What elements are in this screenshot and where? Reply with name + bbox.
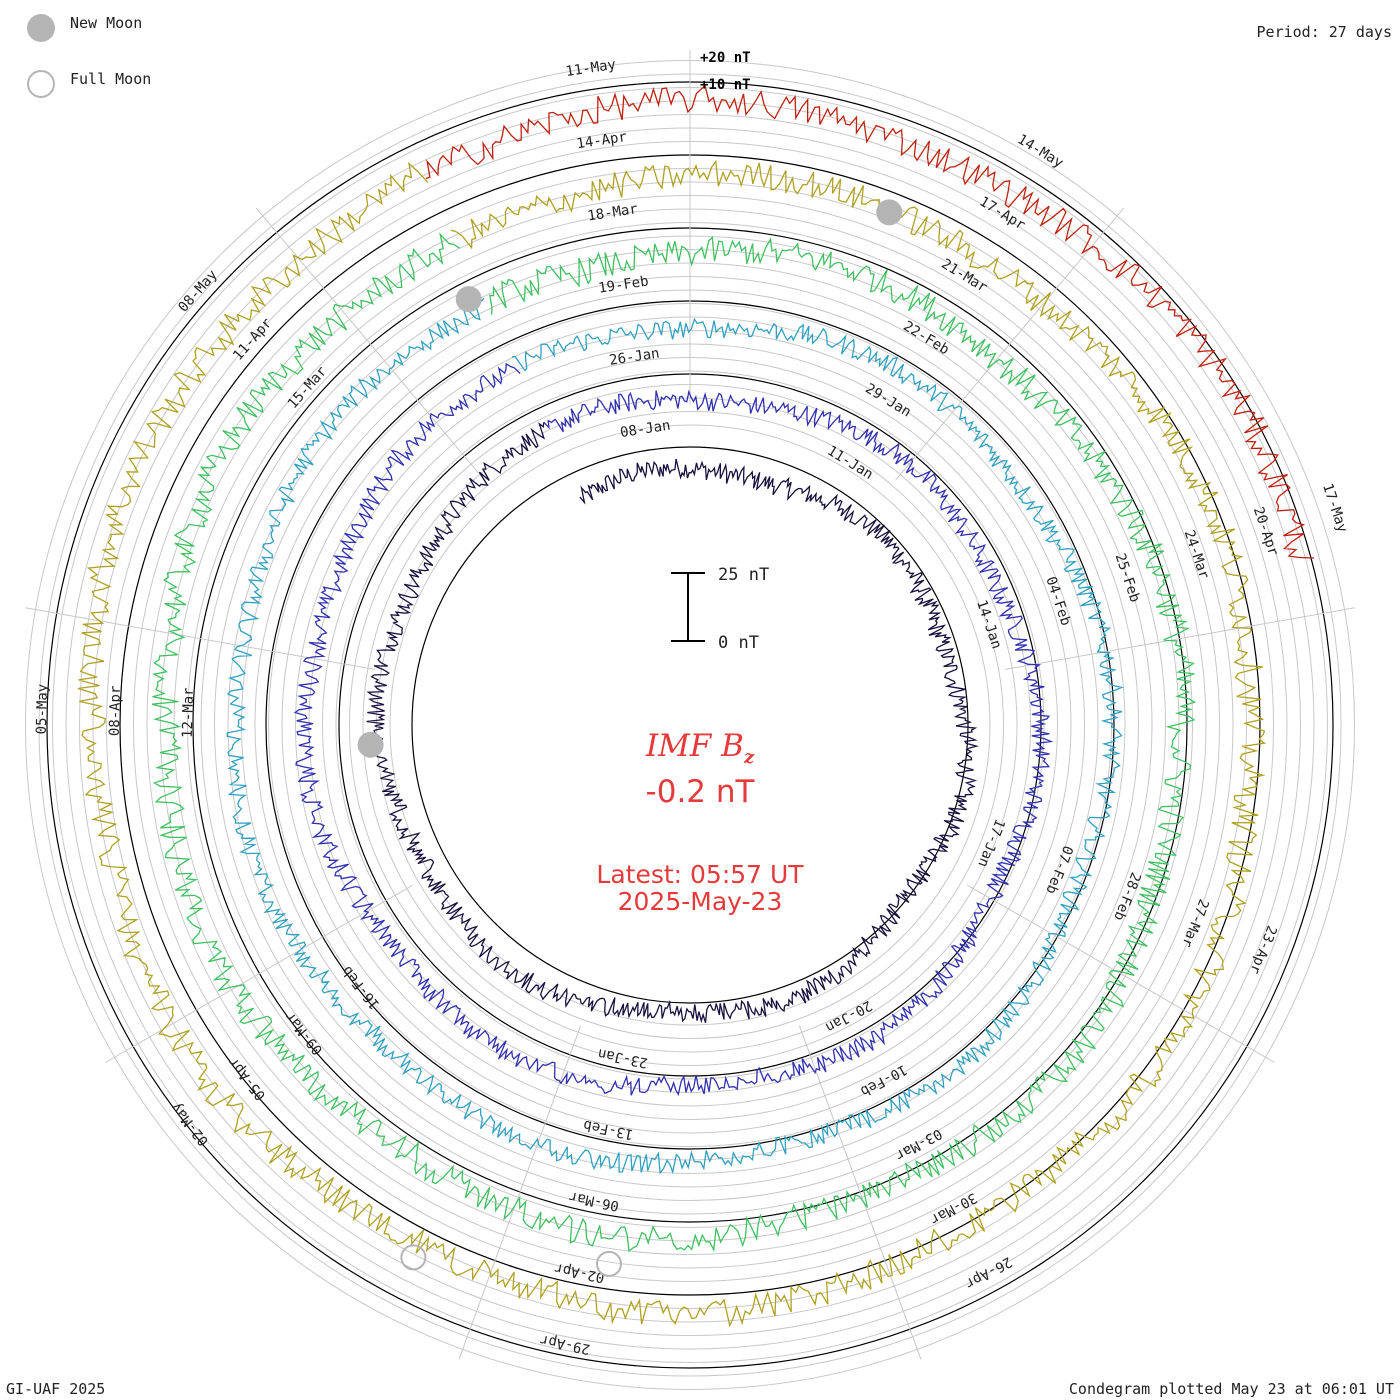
date-label: 08-Apr <box>107 685 124 736</box>
ring-scale-label-20: +20 nT <box>700 50 751 66</box>
day-spokes <box>25 50 1355 1360</box>
day-spoke <box>255 207 485 481</box>
date-label: 19-Feb <box>597 273 649 296</box>
date-label: 20-Jan <box>823 997 875 1035</box>
grid-ring <box>295 330 1085 1120</box>
grid-ring <box>254 289 1126 1161</box>
day-spoke <box>25 607 375 670</box>
grid-ring <box>268 303 1112 1147</box>
bz-trace-cycle-4 <box>151 232 1197 1253</box>
date-label: 21-Mar <box>938 256 990 296</box>
new-moon-label: New Moon <box>70 14 143 32</box>
date-label: 22-Feb <box>900 318 952 358</box>
date-label: 06-Mar <box>568 1188 621 1214</box>
date-label: 29-Apr <box>539 1331 592 1357</box>
day-spoke <box>105 884 414 1063</box>
current-value: -0.2 nT <box>645 774 755 810</box>
grid-ring <box>308 343 1072 1107</box>
date-label: 27-Mar <box>1178 896 1211 949</box>
bz-trace-cycle-3 <box>226 297 1124 1175</box>
date-label: 11-May <box>565 57 617 80</box>
bz-trace-cycle-5 <box>77 159 1267 1328</box>
imf-bz-title-main: IMF B <box>645 728 744 764</box>
full-moon-marker <box>400 1244 427 1271</box>
date-label: 28-Feb <box>1110 870 1143 923</box>
zero-line <box>265 300 1115 1150</box>
day-spoke <box>895 207 1125 481</box>
footer-plot-time: Condegram plotted May 23 at 06:01 UT <box>1068 1380 1394 1398</box>
date-label: 12-Mar <box>180 687 197 738</box>
period-label: Period: 27 days <box>1256 23 1392 41</box>
date-label: 17-Jan <box>974 816 1007 869</box>
new-moon-marker <box>876 199 903 226</box>
scale-bar: 25 nT 0 nT <box>671 565 769 653</box>
day-spoke <box>798 1025 922 1360</box>
date-label: 08-Jan <box>619 418 671 441</box>
imf-bz-title-sub: z <box>743 747 755 769</box>
scale-bar-top-label: 25 nT <box>718 565 769 585</box>
date-label: 11-Jan <box>824 443 876 483</box>
footer-credit: GI-UAF 2025 <box>6 1380 106 1398</box>
date-label: 14-Jan <box>973 598 1004 651</box>
new-moon-marker <box>357 731 384 758</box>
full-moon-label: Full Moon <box>70 70 152 88</box>
zero-line <box>411 446 969 1004</box>
bz-trace-cycle-2 <box>293 362 1054 1097</box>
latest-date: 2025-May-23 <box>617 887 783 916</box>
date-label: 05-May <box>34 684 51 735</box>
date-label: 11-Apr <box>230 315 275 364</box>
latest-time: Latest: 05:57 UT <box>596 860 804 889</box>
date-label: 14-Apr <box>576 129 628 152</box>
grid-ring <box>322 357 1058 1093</box>
day-spoke <box>458 1025 582 1360</box>
date-label: 18-Mar <box>586 201 638 224</box>
imf-bz-title: IMF Bz <box>500 728 900 768</box>
grid-ring <box>389 424 991 1026</box>
scale-bar-bottom-label: 0 nT <box>718 633 759 653</box>
date-label: 24-Mar <box>1181 528 1212 581</box>
date-labels: 08-Jan11-Jan14-Jan17-Jan20-Jan23-Jan26-J… <box>34 57 1351 1357</box>
date-label: 17-Apr <box>976 194 1028 234</box>
ring-scale-label-10: +10 nT <box>700 77 751 93</box>
date-label: 25-Feb <box>1112 551 1143 604</box>
full-moon-icon <box>27 70 55 98</box>
new-moon-icon <box>27 14 55 42</box>
date-label: 10-Feb <box>858 1061 910 1099</box>
date-label: 26-Jan <box>608 345 660 368</box>
date-label: 26-Apr <box>962 1253 1014 1291</box>
date-label: 13-Feb <box>582 1117 635 1143</box>
bz-trace-cycle-6 <box>425 84 1315 559</box>
full-moon-marker <box>596 1250 622 1277</box>
new-moon-marker <box>455 286 482 313</box>
grid-ring <box>349 384 1031 1066</box>
bz-traces <box>77 84 1315 1328</box>
date-label: 16-Feb <box>339 963 383 1013</box>
moon-markers <box>357 199 903 1277</box>
day-spoke <box>966 884 1275 1063</box>
bz-trace-cycle-1 <box>364 422 980 1024</box>
date-label: 08-May <box>175 267 220 316</box>
date-label: 29-Jan <box>862 381 914 421</box>
grid-ring <box>362 397 1018 1053</box>
date-label: 07-Feb <box>1042 843 1075 896</box>
day-spoke <box>1005 607 1355 670</box>
date-label: 09-Mar <box>282 1008 326 1058</box>
date-label: 23-Apr <box>1246 923 1279 976</box>
date-label: 04-Feb <box>1042 575 1073 628</box>
